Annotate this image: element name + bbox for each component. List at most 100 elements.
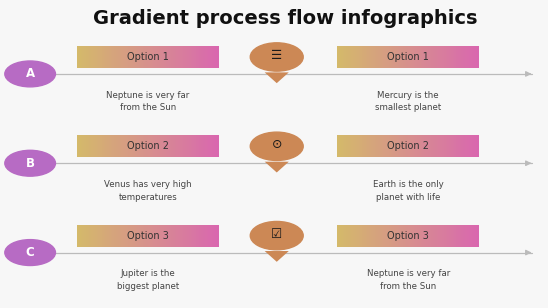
Polygon shape <box>125 135 127 157</box>
Polygon shape <box>376 135 378 157</box>
Polygon shape <box>265 162 289 172</box>
Polygon shape <box>194 46 196 68</box>
Polygon shape <box>132 46 134 68</box>
Polygon shape <box>351 135 353 157</box>
Polygon shape <box>161 46 162 68</box>
Polygon shape <box>128 225 130 247</box>
Polygon shape <box>366 135 368 157</box>
Polygon shape <box>376 46 378 68</box>
Polygon shape <box>435 225 437 247</box>
Polygon shape <box>134 46 135 68</box>
Polygon shape <box>119 135 121 157</box>
Polygon shape <box>435 46 437 68</box>
Polygon shape <box>168 46 169 68</box>
Polygon shape <box>119 225 121 247</box>
Polygon shape <box>454 46 456 68</box>
Polygon shape <box>199 225 201 247</box>
Polygon shape <box>203 225 205 247</box>
Polygon shape <box>148 46 150 68</box>
Polygon shape <box>212 135 214 157</box>
Polygon shape <box>171 46 173 68</box>
Polygon shape <box>146 225 148 247</box>
Polygon shape <box>192 135 194 157</box>
Polygon shape <box>385 135 387 157</box>
Text: B: B <box>26 157 35 170</box>
Polygon shape <box>208 46 210 68</box>
Polygon shape <box>138 135 139 157</box>
Polygon shape <box>391 225 392 247</box>
Polygon shape <box>374 46 376 68</box>
Polygon shape <box>212 225 214 247</box>
Polygon shape <box>398 225 399 247</box>
Polygon shape <box>456 135 458 157</box>
Polygon shape <box>451 225 453 247</box>
Polygon shape <box>469 135 470 157</box>
Polygon shape <box>118 135 119 157</box>
Polygon shape <box>426 225 428 247</box>
Polygon shape <box>449 225 451 247</box>
Polygon shape <box>419 225 421 247</box>
Polygon shape <box>369 135 371 157</box>
Polygon shape <box>387 135 389 157</box>
Polygon shape <box>84 46 86 68</box>
Polygon shape <box>399 225 401 247</box>
Text: Option 1: Option 1 <box>127 52 169 62</box>
Polygon shape <box>125 46 127 68</box>
Polygon shape <box>118 46 119 68</box>
Polygon shape <box>456 46 458 68</box>
Polygon shape <box>353 225 355 247</box>
Polygon shape <box>458 46 460 68</box>
Polygon shape <box>116 135 118 157</box>
Polygon shape <box>173 225 175 247</box>
Polygon shape <box>384 46 385 68</box>
Polygon shape <box>467 46 469 68</box>
Polygon shape <box>412 135 414 157</box>
Polygon shape <box>212 46 214 68</box>
Polygon shape <box>111 225 112 247</box>
Polygon shape <box>444 225 446 247</box>
Polygon shape <box>86 46 88 68</box>
Polygon shape <box>470 46 472 68</box>
Polygon shape <box>414 46 415 68</box>
Polygon shape <box>105 225 107 247</box>
Polygon shape <box>116 46 118 68</box>
Polygon shape <box>470 225 472 247</box>
Polygon shape <box>81 225 82 247</box>
Polygon shape <box>114 225 116 247</box>
Polygon shape <box>86 135 88 157</box>
Polygon shape <box>389 225 391 247</box>
Polygon shape <box>474 225 476 247</box>
Polygon shape <box>371 135 373 157</box>
Polygon shape <box>408 135 410 157</box>
Polygon shape <box>348 225 350 247</box>
Polygon shape <box>398 46 399 68</box>
Polygon shape <box>145 225 146 247</box>
Text: Option 3: Option 3 <box>387 231 429 241</box>
Text: ☑: ☑ <box>271 228 282 241</box>
Polygon shape <box>362 225 364 247</box>
Polygon shape <box>428 225 430 247</box>
Polygon shape <box>104 225 105 247</box>
Polygon shape <box>173 135 175 157</box>
Polygon shape <box>123 46 125 68</box>
Polygon shape <box>155 46 157 68</box>
Polygon shape <box>100 135 102 157</box>
Polygon shape <box>95 135 96 157</box>
Polygon shape <box>381 225 384 247</box>
Polygon shape <box>405 46 407 68</box>
Polygon shape <box>82 135 84 157</box>
Polygon shape <box>191 46 192 68</box>
Polygon shape <box>192 46 194 68</box>
Polygon shape <box>430 225 431 247</box>
Polygon shape <box>394 135 396 157</box>
Polygon shape <box>175 135 176 157</box>
Polygon shape <box>182 46 184 68</box>
Polygon shape <box>130 225 132 247</box>
Polygon shape <box>158 225 161 247</box>
Polygon shape <box>401 46 403 68</box>
Polygon shape <box>205 46 207 68</box>
Polygon shape <box>387 225 389 247</box>
Polygon shape <box>142 135 145 157</box>
Polygon shape <box>407 135 408 157</box>
Polygon shape <box>392 225 394 247</box>
